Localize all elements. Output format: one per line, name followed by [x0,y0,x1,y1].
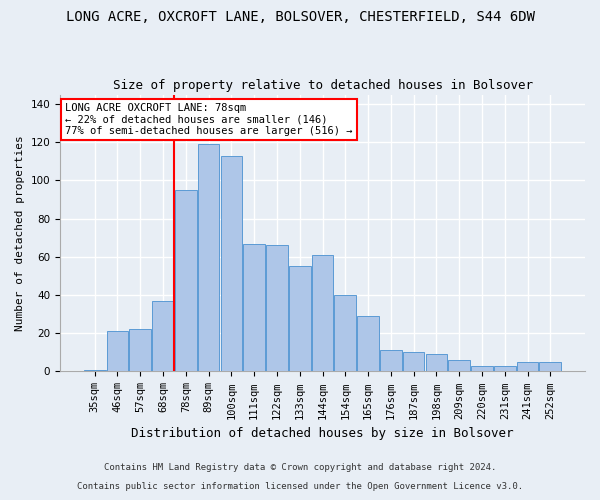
Bar [130,330,151,372]
Bar [107,332,128,372]
Bar [448,360,470,372]
Text: LONG ACRE, OXCROFT LANE, BOLSOVER, CHESTERFIELD, S44 6DW: LONG ACRE, OXCROFT LANE, BOLSOVER, CHEST… [65,10,535,24]
Bar [471,366,493,372]
Bar [266,246,288,372]
Bar [152,301,174,372]
Bar [175,190,197,372]
Bar [357,316,379,372]
X-axis label: Distribution of detached houses by size in Bolsover: Distribution of detached houses by size … [131,427,514,440]
Title: Size of property relative to detached houses in Bolsover: Size of property relative to detached ho… [113,79,533,92]
Bar [494,366,515,372]
Bar [539,362,561,372]
Text: LONG ACRE OXCROFT LANE: 78sqm
← 22% of detached houses are smaller (146)
77% of : LONG ACRE OXCROFT LANE: 78sqm ← 22% of d… [65,103,353,136]
Bar [198,144,220,372]
Bar [380,350,401,372]
Bar [403,352,424,372]
Bar [289,266,311,372]
Bar [425,354,447,372]
Y-axis label: Number of detached properties: Number of detached properties [15,135,25,331]
Bar [334,295,356,372]
Bar [221,156,242,372]
Bar [244,244,265,372]
Text: Contains HM Land Registry data © Crown copyright and database right 2024.: Contains HM Land Registry data © Crown c… [104,464,496,472]
Bar [517,362,538,372]
Text: Contains public sector information licensed under the Open Government Licence v3: Contains public sector information licen… [77,482,523,491]
Bar [84,370,106,372]
Bar [311,255,334,372]
